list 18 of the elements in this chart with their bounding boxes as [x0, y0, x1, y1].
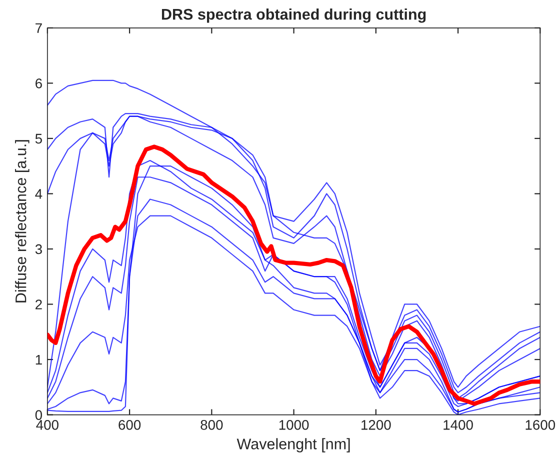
y-tick-label: 0 [35, 410, 42, 420]
chart-title: DRS spectra obtained during cutting [162, 8, 426, 23]
y-tick-label: 4 [35, 189, 42, 199]
x-tick-label: 1600 [526, 420, 556, 430]
x-tick-label: 600 [118, 420, 141, 430]
y-tick-label: 2 [36, 300, 42, 310]
x-tick-label: 800 [200, 420, 223, 430]
y-tick-label: 7 [36, 23, 42, 33]
x-tick-label: 1200 [362, 420, 391, 430]
y-tick-label: 1 [36, 354, 42, 365]
y-tick-label: 6 [36, 78, 42, 88]
y-tick-label: 5 [35, 134, 42, 144]
y-tick-label: 3 [35, 244, 42, 254]
x-tick-label: 400 [36, 420, 58, 430]
y-axis-title: Diffuse reflectance [a.u.] [15, 140, 30, 302]
x-tick-label: 1000 [279, 420, 309, 430]
x-tick-label: 1400 [444, 420, 473, 430]
x-axis-title: Wavelenght [nm] [236, 438, 350, 452]
